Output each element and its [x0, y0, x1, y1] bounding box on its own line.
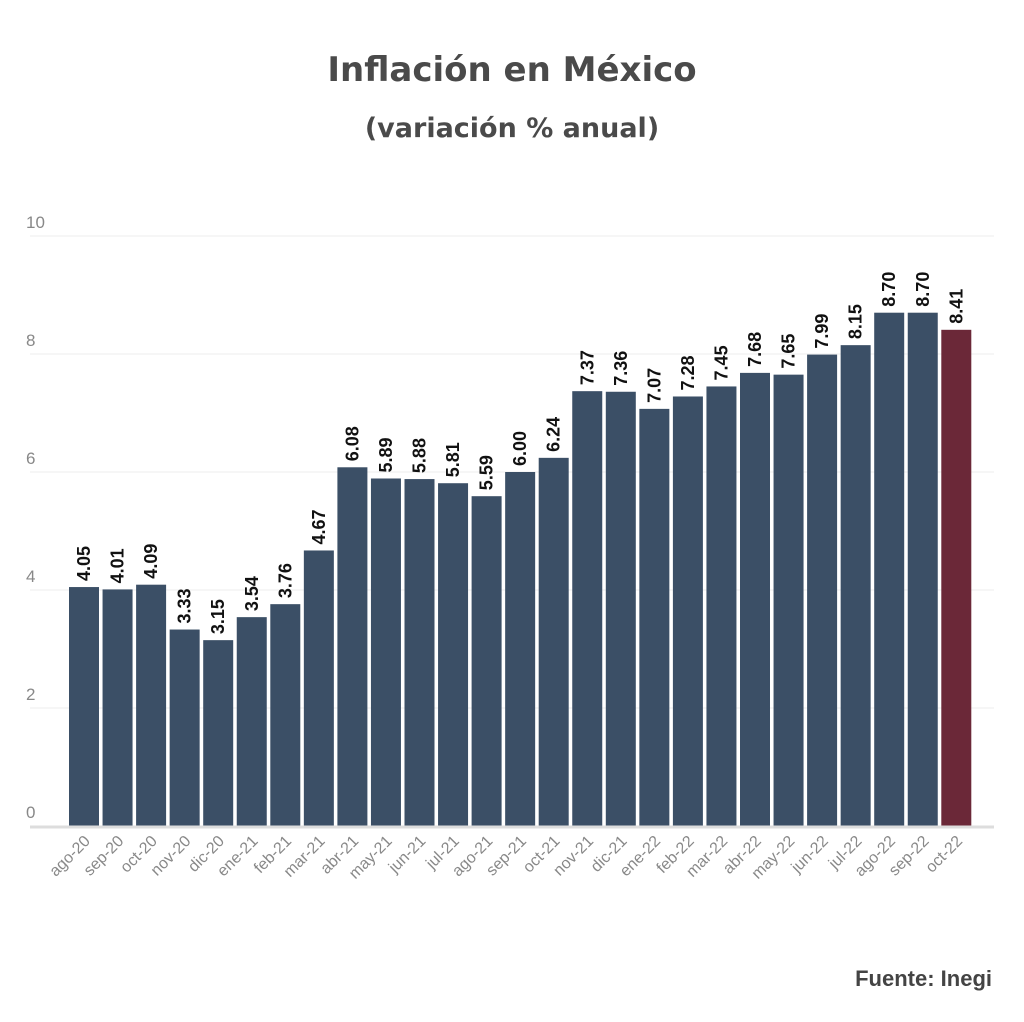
bar [639, 408, 670, 826]
y-tick-label: 10 [26, 213, 45, 232]
data-label: 8.41 [946, 289, 966, 324]
data-label: 7.28 [678, 355, 698, 390]
bar [907, 312, 938, 826]
data-label: 4.01 [108, 548, 128, 583]
data-label: 7.45 [711, 345, 731, 380]
data-label: 6.24 [544, 417, 564, 452]
bar [438, 483, 469, 826]
bar [941, 329, 972, 826]
bar [69, 587, 99, 826]
data-label: 5.89 [376, 437, 396, 472]
data-label: 3.76 [275, 563, 295, 598]
y-tick-label: 8 [26, 331, 35, 350]
bar [672, 396, 703, 826]
bar [538, 457, 569, 826]
data-label: 7.07 [644, 368, 664, 403]
data-label: 5.81 [443, 442, 463, 477]
data-label: 3.54 [242, 576, 262, 611]
bar [303, 550, 334, 826]
bar [807, 354, 838, 826]
bar [270, 604, 301, 826]
bar [236, 617, 267, 826]
y-tick-label: 0 [26, 803, 35, 822]
bar [874, 312, 905, 826]
data-label: 7.36 [611, 351, 631, 386]
data-label: 4.09 [141, 544, 161, 579]
x-tick-label: jun-21 [385, 833, 429, 877]
data-label: 4.67 [309, 509, 329, 544]
data-label: 5.59 [477, 455, 497, 490]
data-label: 8.70 [913, 272, 933, 307]
data-label: 8.15 [846, 304, 866, 339]
y-tick-label: 4 [26, 567, 35, 586]
bar [706, 386, 737, 826]
x-tick-label: jun-22 [788, 833, 832, 877]
data-label: 6.08 [342, 426, 362, 461]
data-label: 5.88 [410, 438, 430, 473]
bar [337, 467, 368, 826]
data-label: 6.00 [510, 431, 530, 466]
bar [505, 472, 536, 826]
x-tick-label: oct-22 [923, 833, 967, 877]
bar [102, 589, 133, 826]
bar [404, 479, 435, 826]
data-label: 7.65 [779, 334, 799, 369]
bar [203, 640, 234, 826]
chart-title: Inflación en México [327, 50, 697, 90]
bar [572, 391, 603, 826]
data-label: 3.15 [208, 599, 228, 634]
bar [169, 629, 200, 826]
data-label: 8.70 [879, 272, 899, 307]
data-label: 7.37 [577, 350, 597, 385]
bar [773, 374, 804, 826]
bar [370, 478, 401, 826]
data-label: 7.99 [812, 314, 832, 349]
source-note: Fuente: Inegi [855, 966, 992, 991]
bar [136, 584, 167, 826]
chart-subtitle: (variación % anual) [364, 113, 660, 144]
data-label: 7.68 [745, 332, 765, 367]
data-label: 3.33 [175, 588, 195, 623]
bar [471, 496, 502, 826]
data-label: 4.05 [74, 546, 94, 581]
bar [740, 372, 770, 826]
y-tick-label: 6 [26, 449, 35, 468]
bar [840, 345, 871, 826]
y-tick-label: 2 [26, 685, 35, 704]
bar [605, 391, 636, 826]
